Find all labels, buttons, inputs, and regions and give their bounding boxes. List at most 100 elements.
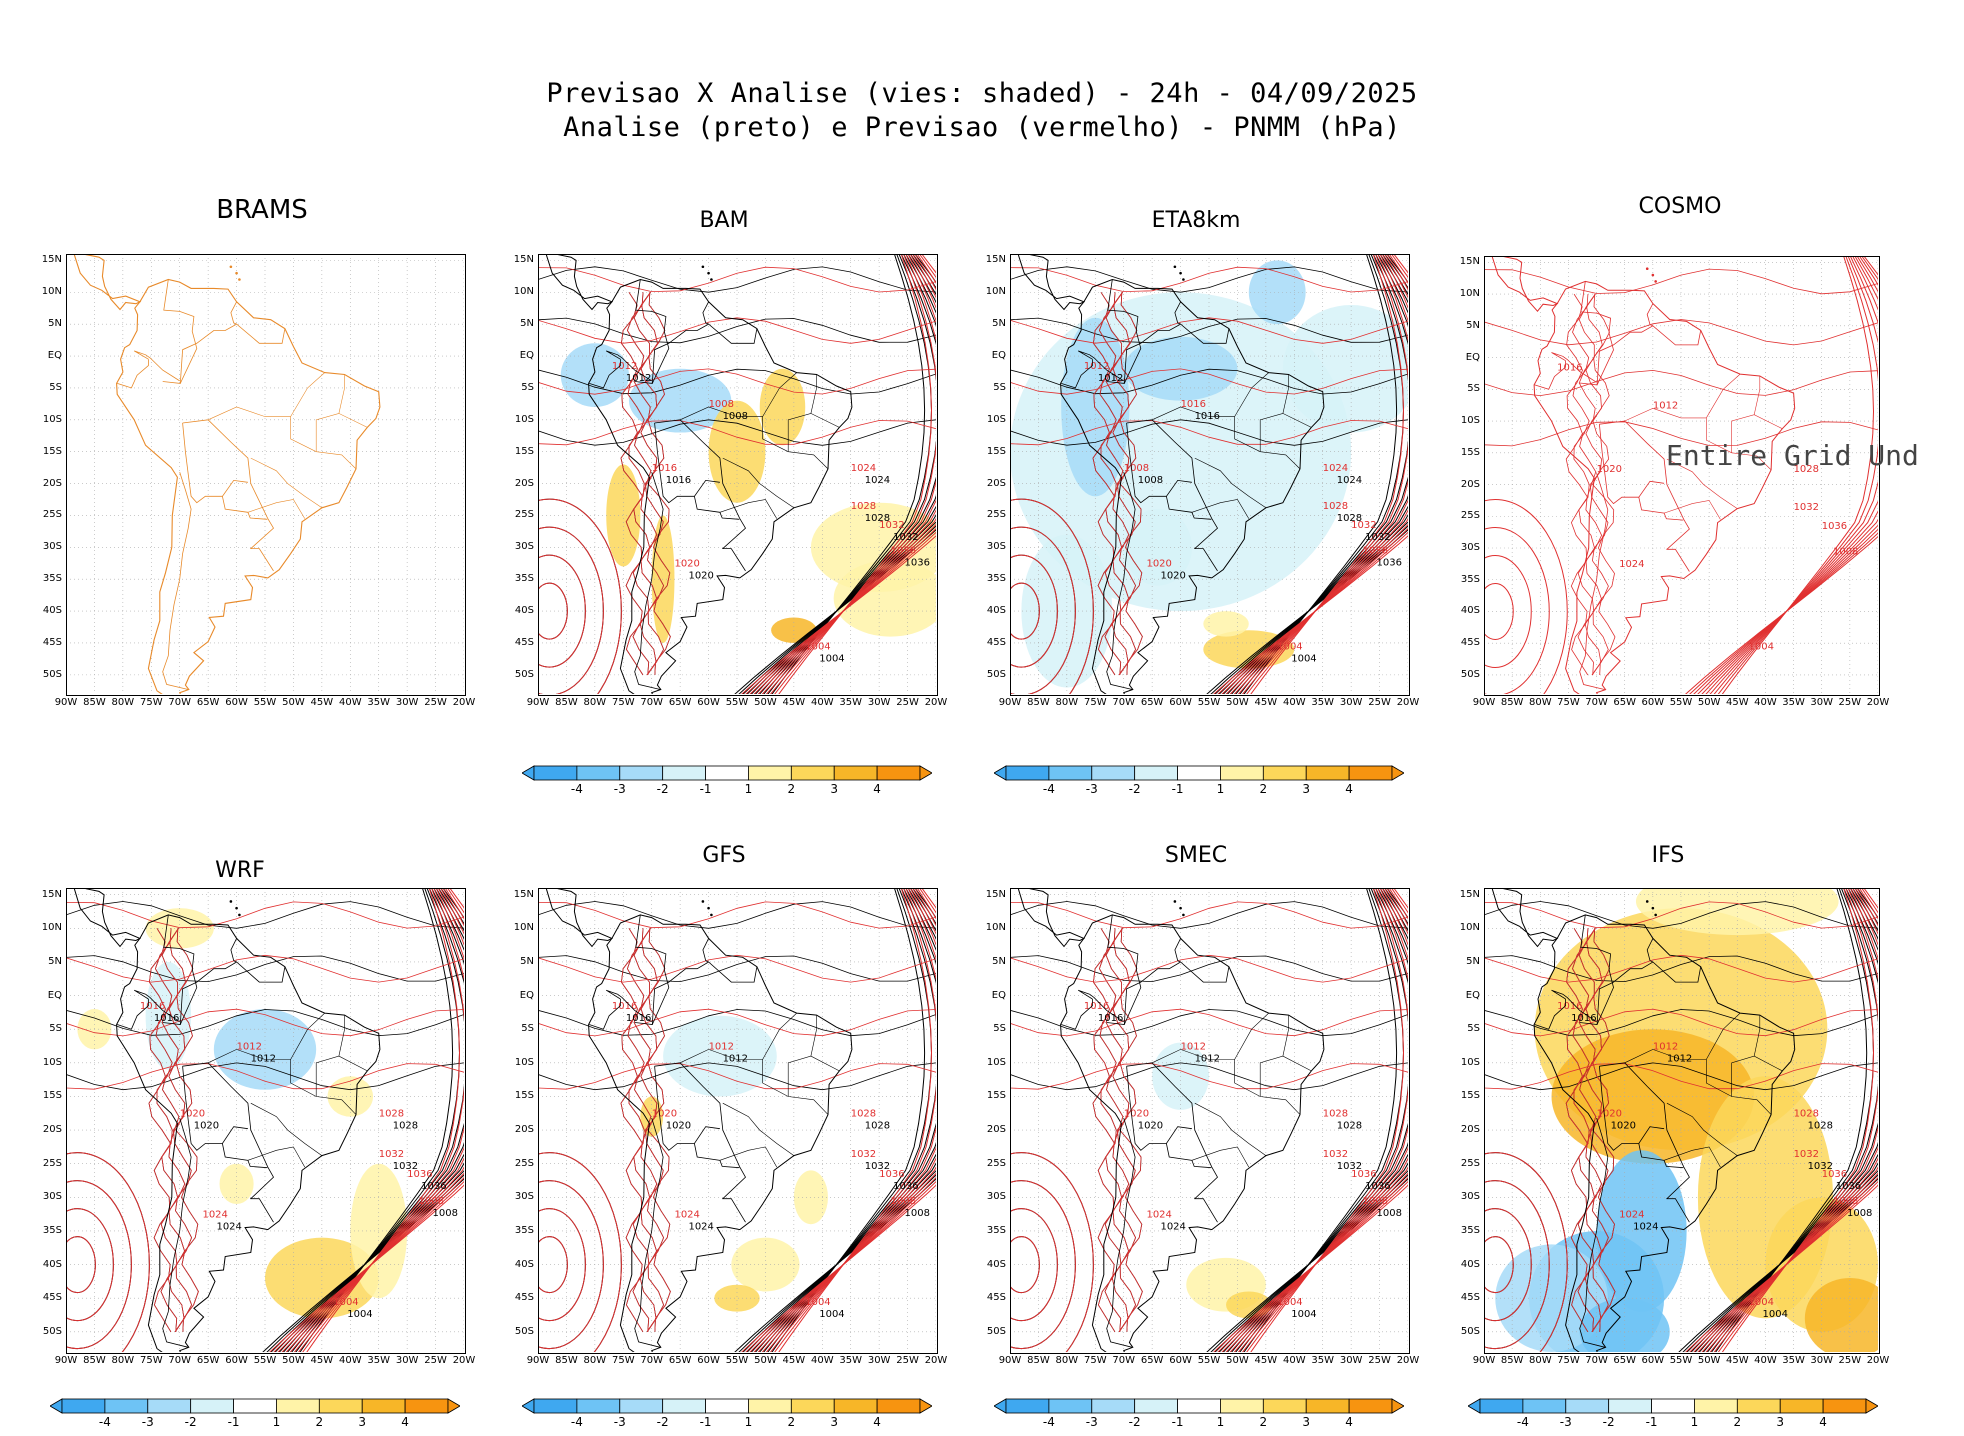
isobar — [1010, 266, 1408, 293]
lon-tick-label: 75W — [1557, 1355, 1580, 1366]
isobar — [1010, 1063, 1408, 1090]
lat-tick-label: 20S — [42, 477, 62, 489]
state-border — [315, 413, 368, 452]
isobar — [1222, 888, 1408, 1352]
lon-tick-label: 80W — [1055, 1355, 1079, 1366]
isobar — [1217, 888, 1408, 1352]
country-border — [722, 548, 746, 572]
contour-label: 1016 — [666, 475, 691, 486]
contour-label: 1016 — [154, 1013, 179, 1024]
isobar — [734, 254, 936, 694]
lon-tick-label: 20W — [452, 1355, 476, 1366]
coastline — [1491, 256, 1559, 312]
country-border — [654, 1066, 720, 1151]
contour-label: 1028 — [1337, 1121, 1362, 1132]
lon-tick-label: 50W — [282, 1355, 305, 1366]
contour-label: 1036 — [1363, 546, 1388, 557]
colorbar-label: -2 — [656, 782, 669, 796]
island — [707, 271, 710, 275]
map-panel-bam: 1008 1008 1012 1012 1016 1016 1020 1020 1024 1024… — [510, 242, 938, 710]
contour-label: 1016 — [1084, 1001, 1109, 1012]
bias-patch — [1203, 611, 1249, 637]
lat-tick-label: 20S — [514, 477, 534, 489]
contour-label: 1036 — [1351, 1169, 1376, 1180]
lat-tick-label: 25S — [514, 509, 534, 521]
isobar — [66, 1152, 150, 1352]
contour-label: 1028 — [393, 1121, 418, 1132]
country-border — [1599, 424, 1665, 505]
coastline — [1533, 280, 1796, 694]
contour-label: 1036 — [1822, 1169, 1847, 1180]
country-border — [163, 914, 198, 1025]
country-border — [1077, 350, 1124, 382]
lat-tick-label: 10S — [986, 1056, 1006, 1068]
lon-tick-label: 45W — [1725, 1355, 1749, 1366]
isobar — [1484, 369, 1878, 397]
contour-label: 1008 — [905, 1208, 930, 1219]
colorbar-label: -2 — [656, 1415, 669, 1429]
isobar — [1010, 582, 1040, 640]
isobar — [753, 888, 936, 1352]
lat-tick-label: 20S — [986, 477, 1006, 489]
isobar — [1226, 254, 1408, 694]
contour-label: 1016 — [1098, 1013, 1123, 1024]
country-border — [654, 422, 720, 504]
isobar — [1092, 928, 1116, 1333]
country-border — [133, 350, 180, 382]
colorbar-arrow-right — [919, 765, 933, 781]
bias-patch — [1596, 1150, 1687, 1312]
lat-tick-label: 35S — [1460, 573, 1480, 585]
contour-label: 1036 — [421, 1181, 446, 1192]
isobar — [66, 1180, 132, 1350]
map-panel-eta8km: 1016 1016 1012 1012 1008 1008 1020 1020 1024 1024… — [982, 242, 1410, 710]
isobar — [1702, 888, 1878, 1352]
isobar — [66, 1008, 464, 1037]
isobar — [1484, 1180, 1550, 1350]
figure-title-line2: Analise (preto) e Previsao (vermelho) - … — [563, 112, 1401, 143]
lat-tick-label: 45S — [986, 636, 1006, 648]
lat-tick-label: 50S — [986, 668, 1006, 680]
island — [1168, 250, 1171, 253]
lat-tick-label: 5S — [521, 381, 534, 393]
contour-label: 1024 — [865, 475, 890, 486]
isobar — [1685, 256, 1878, 694]
colorbar-arrow-right — [1865, 1398, 1879, 1414]
colorbar-label: 1 — [1690, 1415, 1699, 1429]
lon-tick-label: 90W — [1472, 697, 1496, 708]
colorbar-label: 2 — [787, 1415, 796, 1429]
colorbar-segment — [1091, 765, 1136, 781]
isobar — [262, 888, 464, 1352]
state-border — [762, 416, 829, 470]
lon-tick-label: 30W — [395, 697, 419, 708]
lat-tick-label: 50S — [42, 668, 62, 680]
colorbar-segment — [1651, 1398, 1695, 1414]
isobar — [734, 888, 936, 1352]
colorbar-segment — [404, 1398, 449, 1414]
colorbar-label: 3 — [830, 1415, 839, 1429]
lon-tick-label: 30W — [395, 1355, 419, 1366]
colorbar-label: 2 — [1259, 1415, 1268, 1429]
lat-tick-label: EQ — [519, 989, 534, 1001]
island — [235, 906, 238, 910]
map-panel-brams — [38, 242, 466, 710]
isobar — [647, 292, 671, 675]
panel-title-ifs: IFS — [1651, 843, 1685, 868]
isobar — [1213, 254, 1408, 694]
country-border — [162, 1117, 192, 1348]
island — [1168, 883, 1171, 886]
colorbar-segment — [276, 1398, 320, 1414]
colorbar-arrow-left — [993, 1398, 1007, 1414]
contour-label: 1024 — [202, 1210, 227, 1221]
lon-tick-label: 60W — [697, 1355, 720, 1366]
lat-tick-label: 35S — [1460, 1224, 1480, 1236]
country-border — [230, 301, 237, 325]
lon-tick-label: 80W — [1528, 1355, 1552, 1366]
lat-tick-label: 25S — [42, 509, 62, 521]
isobar — [1010, 1009, 1408, 1037]
lon-tick-label: 70W — [1112, 1355, 1136, 1366]
isobar — [306, 888, 461, 1352]
lat-tick-label: 25S — [514, 1157, 534, 1169]
isobar — [1225, 254, 1408, 694]
country-border — [1106, 471, 1136, 690]
contour-label: 1024 — [688, 1222, 713, 1233]
